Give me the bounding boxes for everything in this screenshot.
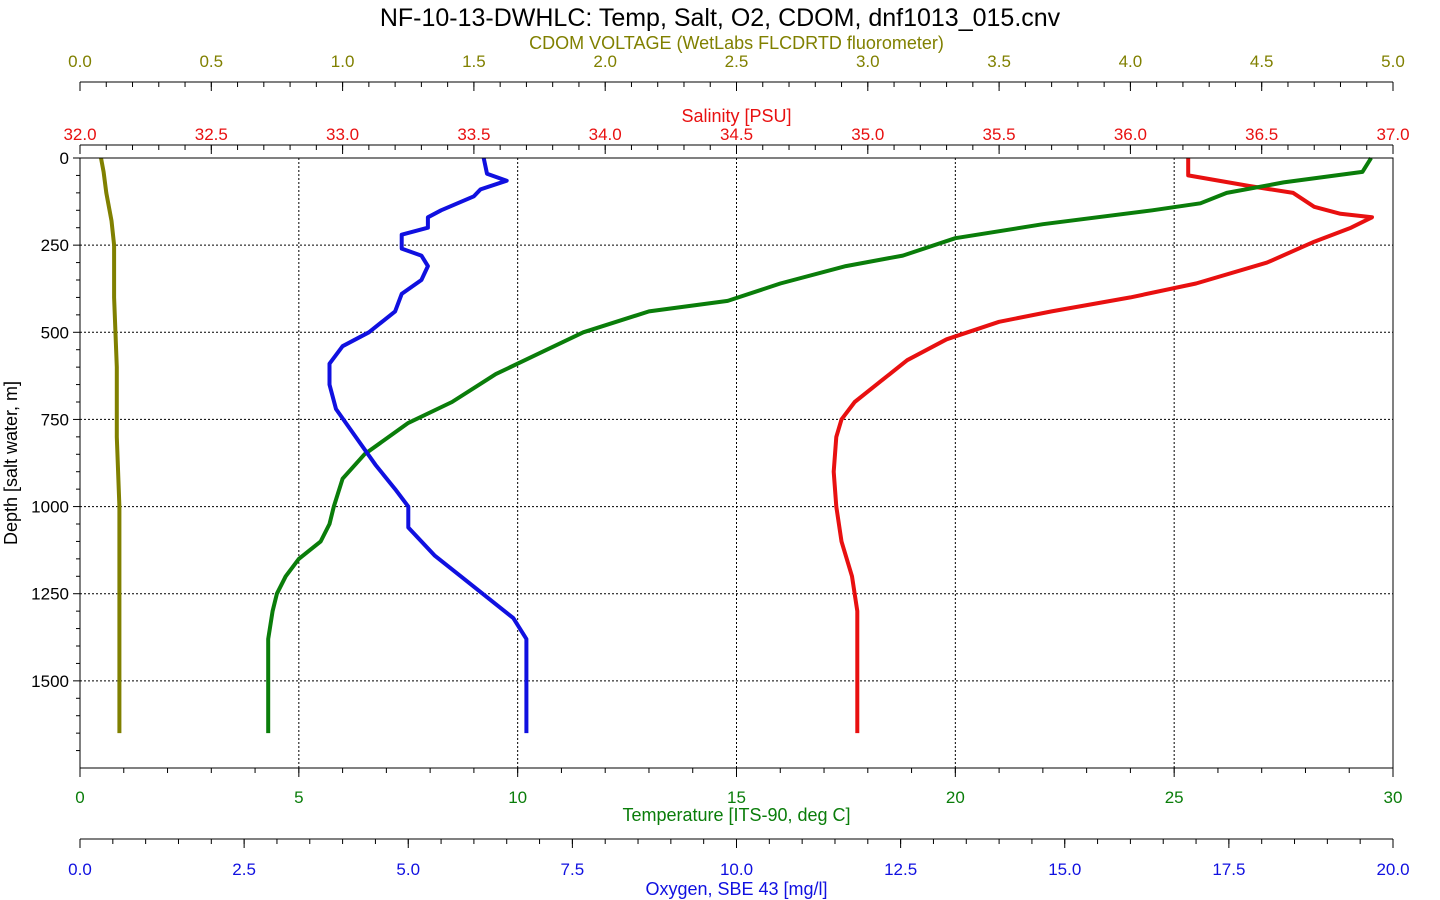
cdom-tick-label: 0.0 <box>68 52 92 71</box>
cdom-axis-title: CDOM VOLTAGE (WetLabs FLCDRTD fluoromete… <box>529 33 944 53</box>
oxygen-tick-label: 5.0 <box>396 860 420 879</box>
depth-tick-label-250: 250 <box>41 236 69 255</box>
salinity-tick-label: 33.0 <box>326 125 359 144</box>
oxygen-tick-label: 12.5 <box>884 860 917 879</box>
depth-tick-label-1500: 1500 <box>31 672 69 691</box>
temperature-tick-label: 25 <box>1165 788 1184 807</box>
grid-lines <box>80 158 1393 768</box>
salinity-tick-label: 35.5 <box>983 125 1016 144</box>
series-group <box>99 156 1374 734</box>
temperature-axis-title: Temperature [ITS-90, deg C] <box>622 805 850 825</box>
depth-tick-label-0: 0 <box>60 149 69 168</box>
cdom-tick-label: 3.0 <box>856 52 880 71</box>
oxygen-tick-label: 7.5 <box>561 860 585 879</box>
cdom-profile-line <box>99 157 122 734</box>
chart-title: NF-10-13-DWHLC: Temp, Salt, O2, CDOM, dn… <box>380 4 1061 32</box>
oxygen-tick-label: 0.0 <box>68 860 92 879</box>
oxygen-tick-label: 15.0 <box>1048 860 1081 879</box>
oxygen-axis-title: Oxygen, SBE 43 [mg/l] <box>645 879 827 899</box>
temperature-tick-label: 30 <box>1384 788 1403 807</box>
salinity-tick-label: 33.5 <box>457 125 490 144</box>
salinity-axis-title: Salinity [PSU] <box>681 106 791 126</box>
oxygen-tick-label: 2.5 <box>232 860 256 879</box>
depth-axis-title: Depth [salt water, m] <box>1 381 21 545</box>
salinity-tick-label: 35.0 <box>851 125 884 144</box>
temperature-tick-label: 20 <box>946 788 965 807</box>
depth-tick-label-1000: 1000 <box>31 498 69 517</box>
cdom-tick-label: 2.5 <box>725 52 749 71</box>
cdom-tick-label: 4.5 <box>1250 52 1274 71</box>
salinity-tick-label: 34.0 <box>589 125 622 144</box>
depth-tick-label-1250: 1250 <box>31 585 69 604</box>
oxygen-tick-label: 20.0 <box>1376 860 1409 879</box>
cdom-tick-label: 2.0 <box>593 52 617 71</box>
salinity-profile-line <box>831 158 1374 734</box>
oxygen-tick-label: 17.5 <box>1212 860 1245 879</box>
salinity-tick-label: 36.5 <box>1245 125 1278 144</box>
temperature-tick-label: 15 <box>727 788 746 807</box>
salinity-tick-label: 36.0 <box>1114 125 1147 144</box>
temperature-axis: 0 5 10 15 20 25 30 Temperature [ITS-90, deg C] <box>75 768 1402 825</box>
cdom-tick-label: 4.0 <box>1119 52 1143 71</box>
temperature-tick-label: 0 <box>75 788 84 807</box>
cdom-tick-label: 1.0 <box>331 52 355 71</box>
salinity-axis: 32.0 32.5 33.0 33.5 34.0 34.5 35.0 35.5 36.0 36.5… <box>63 106 1410 154</box>
cdom-tick-label: 1.5 <box>462 52 486 71</box>
cdom-tick-label: 3.5 <box>987 52 1011 71</box>
cdom-axis: 0.0 0.5 1.0 1.5 2.0 2.5 3.0 3.5 4.0 4.5 5.0 CDOM VO… <box>68 33 1405 91</box>
salinity-tick-label: 34.5 <box>720 125 753 144</box>
cdom-tick-label: 0.5 <box>199 52 223 71</box>
depth-tick-label-500: 500 <box>41 323 69 342</box>
temperature-tick-label: 5 <box>294 788 303 807</box>
oxygen-tick-label: 10.0 <box>720 860 753 879</box>
depth-tick-label-750: 750 <box>41 410 69 429</box>
salinity-tick-label: 32.5 <box>195 125 228 144</box>
salinity-tick-label: 32.0 <box>63 125 96 144</box>
cdom-tick-label: 5.0 <box>1381 52 1405 71</box>
oxygen-profile-line <box>327 157 529 734</box>
salinity-tick-label: 37.0 <box>1376 125 1409 144</box>
oxygen-axis: 0.0 2.5 5.0 7.5 10.0 12.5 15.0 17.5 20.0 Oxygen, … <box>68 838 1410 899</box>
temperature-profile-line <box>266 156 1373 734</box>
temperature-tick-label: 10 <box>508 788 527 807</box>
